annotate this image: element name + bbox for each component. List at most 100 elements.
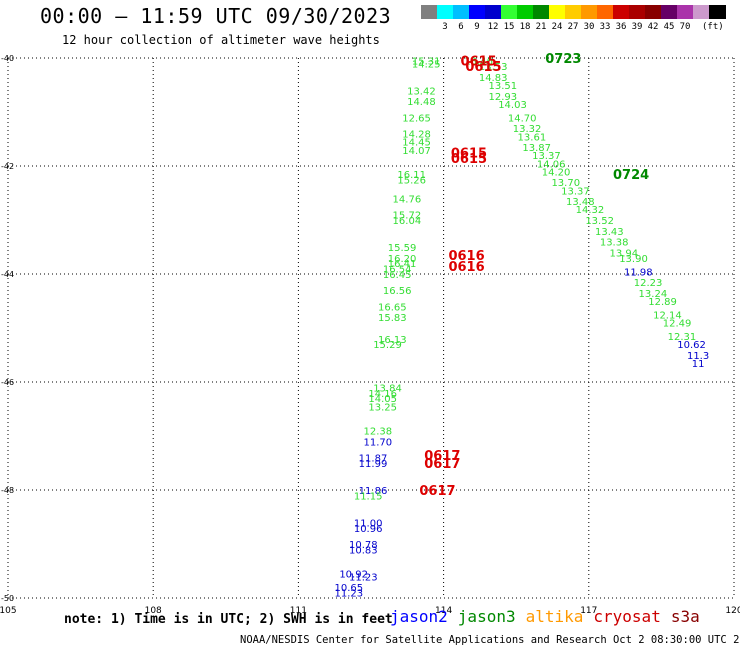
wave-height-value: 12.23 [634, 278, 663, 289]
color-scale-label: 27 [567, 22, 579, 32]
color-swatch [469, 5, 486, 19]
color-swatch [629, 5, 646, 19]
wave-height-value: 14.20 [542, 167, 571, 178]
wave-height-value: 13.42 [407, 86, 436, 97]
credit-line: NOAA/NESDIS Center for Satellite Applica… [240, 634, 740, 646]
color-scale-label: 36 [615, 22, 627, 32]
wave-height-value: 10.62 [677, 340, 706, 351]
wave-height-value: 12.93 [489, 92, 518, 103]
wave-height-value: 11.99 [359, 459, 388, 470]
wave-height-value: 11.70 [364, 437, 393, 448]
color-swatch [549, 5, 566, 19]
legend-entry-s3a: s3a [670, 607, 700, 626]
pass-time-label: 0617 [424, 457, 460, 472]
color-scale-label: 15 [503, 22, 515, 32]
wave-height-value: 15.29 [373, 340, 402, 351]
satellite-legend: jason2 jason3 altika cryosat s3a [390, 607, 710, 626]
pass-time-label: 0723 [545, 52, 581, 67]
longitude-tick-label: 108 [145, 606, 162, 616]
wave-height-value: 15.26 [397, 176, 426, 187]
wave-height-value: 10.92 [339, 570, 368, 581]
color-swatch [597, 5, 614, 19]
wave-height-value: 12.14 [653, 311, 682, 322]
wave-height-value: 10.65 [334, 583, 363, 594]
wave-height-value: 13.51 [489, 81, 518, 92]
wave-height-value: 11.23 [349, 572, 378, 583]
wave-height-value: 15.83 [378, 313, 407, 324]
pass-time-label: 0617 [424, 449, 460, 464]
color-swatch [421, 5, 438, 19]
color-swatch [661, 5, 678, 19]
longitude-tick-label: 111 [290, 606, 307, 616]
wave-height-value: 13.94 [610, 248, 639, 259]
wave-height-value: 16.11 [397, 170, 426, 181]
wave-height-value: 13.48 [566, 197, 595, 208]
wave-height-value: 16.41 [388, 259, 417, 270]
pass-time-label: 0616 [448, 249, 484, 264]
color-swatch [613, 5, 630, 19]
wave-height-value: 11.86 [359, 486, 388, 497]
wave-height-value: 13.24 [639, 289, 668, 300]
wave-height-value: 13.90 [619, 254, 648, 265]
wave-height-value: 10.96 [354, 524, 383, 535]
longitude-tick-label: 120 [725, 606, 740, 616]
color-scale-label: 45 [663, 22, 675, 32]
color-swatch [485, 5, 502, 19]
color-swatch [565, 5, 582, 19]
latitude-tick-label: -50 [1, 594, 14, 603]
longitude-tick-label: 114 [435, 606, 452, 616]
wave-height-value: 12.49 [663, 319, 692, 330]
wave-height-value: 12.31 [668, 332, 697, 343]
chart-title: 00:00 – 11:59 UTC 09/30/2023 [40, 4, 392, 28]
wave-height-value: 14.16 [368, 389, 397, 400]
wave-height-value: 10.83 [349, 545, 378, 556]
color-scale-label: 9 [474, 22, 480, 32]
wave-height-value: 12.38 [364, 427, 393, 438]
wave-height-value: 13.37 [561, 186, 590, 197]
wave-height-value: 14.76 [393, 194, 422, 205]
wave-height-value: 14.03 [498, 100, 527, 111]
wave-height-value: 11.98 [624, 267, 653, 278]
wave-height-value: 15.72 [393, 211, 422, 222]
color-scale-label: 24 [551, 22, 563, 32]
wave-height-value: 13.52 [585, 216, 614, 227]
color-scale-unit: (ft) [702, 22, 724, 32]
pass-time-label: 0724 [613, 168, 649, 183]
color-scale-label: 33 [599, 22, 611, 32]
wave-height-value: 13.43 [595, 227, 624, 238]
footnote: note: 1) Time is in UTC; 2) SWH is in fe… [64, 612, 393, 627]
wave-height-value: 13.61 [518, 132, 547, 143]
legend-entry-jason2: jason2 [390, 607, 448, 626]
latitude-tick-label: -42 [1, 162, 14, 171]
wave-height-value: 13.84 [373, 383, 402, 394]
color-swatch [437, 5, 454, 19]
pass-time-label: 0615 [451, 147, 487, 162]
wave-height-value: 12.65 [402, 113, 431, 124]
color-scale-label: 39 [631, 22, 643, 32]
color-scale-label: 6 [458, 22, 464, 32]
color-scale-label: 70 [679, 22, 691, 32]
longitude-tick-label: 117 [580, 606, 597, 616]
wave-height-value: 16.65 [378, 302, 407, 313]
wave-height-value: 15.59 [388, 243, 417, 254]
wave-height-value: 13.37 [532, 151, 561, 162]
wave-height-value: 15.31 [412, 57, 441, 68]
wave-height-value: 14.70 [508, 113, 537, 124]
wave-height-value: 16.54 [383, 265, 412, 276]
pass-time-label: 0615 [461, 55, 497, 70]
color-scale-label: 21 [535, 22, 547, 32]
color-scale-label: 12 [487, 22, 499, 32]
wave-height-value: 11.15 [354, 491, 383, 502]
graticule [7, 57, 735, 599]
wave-height-value: 11.87 [359, 454, 388, 465]
color-swatch [453, 5, 470, 19]
wave-height-value: 11.3 [687, 351, 709, 362]
color-swatch [533, 5, 550, 19]
wave-height-value: 13.87 [522, 143, 551, 154]
wave-height-value: 11.23 [334, 589, 363, 600]
wave-height-value: 14.45 [402, 138, 431, 149]
wave-height-value: 13.32 [513, 124, 542, 135]
color-swatch [645, 5, 662, 19]
